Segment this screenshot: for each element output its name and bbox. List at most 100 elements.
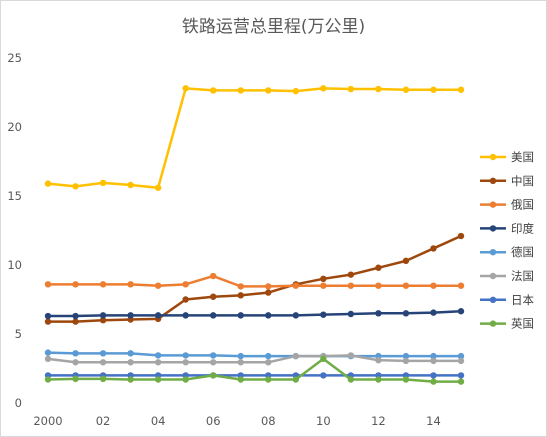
- y-tick-label: 20: [7, 120, 22, 134]
- data-point: [265, 283, 272, 290]
- data-point: [347, 85, 355, 93]
- data-point: [375, 310, 382, 317]
- legend-marker: [489, 249, 497, 256]
- data-point: [402, 357, 410, 365]
- data-point: [320, 355, 327, 363]
- legend-label: 法国: [511, 269, 534, 283]
- x-tick-label: 06: [206, 414, 221, 428]
- series-3: [44, 308, 465, 320]
- x-tick-label: 2000: [33, 414, 62, 428]
- series-0: [44, 85, 465, 191]
- legend-marker: [489, 320, 497, 327]
- data-point: [127, 376, 134, 383]
- data-point: [44, 376, 52, 383]
- data-point: [457, 86, 465, 93]
- data-point: [457, 378, 465, 385]
- data-point: [292, 376, 299, 383]
- legend-item: 德国: [480, 245, 534, 259]
- legend-item: 法国: [480, 269, 534, 283]
- series-line: [47, 351, 461, 358]
- data-point: [430, 309, 437, 316]
- legend-item: 英国: [480, 317, 534, 331]
- chart-title: 铁路运营总里程(万公里): [181, 17, 366, 37]
- series-line: [47, 354, 461, 364]
- data-point: [182, 85, 189, 92]
- series-6: [44, 372, 465, 379]
- data-point: [44, 349, 52, 356]
- data-point: [292, 87, 299, 95]
- data-point: [99, 281, 107, 288]
- legend-item: 俄国: [480, 198, 534, 212]
- data-point: [320, 275, 327, 282]
- data-point: [237, 359, 244, 366]
- x-tick-label: 12: [371, 414, 386, 428]
- data-point: [99, 317, 107, 324]
- data-point: [72, 312, 79, 320]
- data-point: [430, 245, 437, 252]
- data-point: [210, 87, 217, 94]
- data-point: [402, 86, 410, 93]
- data-point: [430, 357, 437, 365]
- data-point: [265, 289, 272, 296]
- data-point: [44, 318, 52, 325]
- data-point: [99, 312, 107, 319]
- data-point: [430, 352, 437, 360]
- data-point: [320, 85, 327, 92]
- data-point: [457, 357, 465, 365]
- data-point: [237, 352, 244, 360]
- data-point: [44, 312, 52, 320]
- data-point: [72, 350, 79, 357]
- data-point: [72, 375, 79, 383]
- data-point: [265, 87, 272, 94]
- series-1: [44, 232, 465, 325]
- data-point: [347, 271, 355, 278]
- data-point: [44, 281, 52, 288]
- data-point: [154, 282, 162, 289]
- series-4: [44, 349, 465, 360]
- legend-marker: [489, 177, 497, 184]
- data-point: [127, 359, 134, 366]
- data-point: [210, 312, 217, 319]
- legend-label: 英国: [511, 317, 534, 331]
- data-point: [375, 376, 382, 383]
- data-point: [154, 359, 162, 366]
- data-point: [347, 376, 355, 383]
- legend-label: 俄国: [511, 198, 534, 212]
- data-point: [347, 282, 355, 289]
- data-point: [44, 355, 52, 363]
- data-point: [320, 282, 327, 289]
- x-tick-label: 02: [96, 414, 111, 428]
- data-point: [72, 359, 79, 366]
- data-point: [210, 272, 217, 280]
- data-point: [154, 184, 162, 191]
- data-point: [99, 375, 107, 383]
- x-tick-label: 04: [151, 414, 166, 428]
- data-point: [265, 376, 272, 383]
- data-point: [182, 296, 189, 303]
- series-line: [47, 87, 461, 189]
- data-point: [72, 183, 79, 190]
- data-point: [265, 352, 272, 360]
- series-7: [44, 355, 465, 385]
- legend-marker: [489, 272, 497, 280]
- y-tick-label: 5: [15, 327, 22, 341]
- legend-label: 德国: [511, 245, 534, 259]
- y-tick-label: 15: [7, 189, 22, 203]
- data-point: [127, 350, 134, 357]
- data-point: [265, 359, 272, 366]
- data-point: [402, 352, 410, 360]
- data-point: [402, 257, 410, 265]
- legend-label: 日本: [511, 293, 534, 307]
- data-point: [182, 352, 189, 359]
- data-point: [292, 282, 299, 289]
- legend-item: 印度: [480, 221, 534, 235]
- data-point: [127, 181, 134, 189]
- data-point: [457, 352, 465, 360]
- x-tick-label: 10: [316, 414, 331, 428]
- data-point: [402, 282, 410, 289]
- y-tick-label: 10: [7, 258, 22, 272]
- data-point: [375, 282, 382, 289]
